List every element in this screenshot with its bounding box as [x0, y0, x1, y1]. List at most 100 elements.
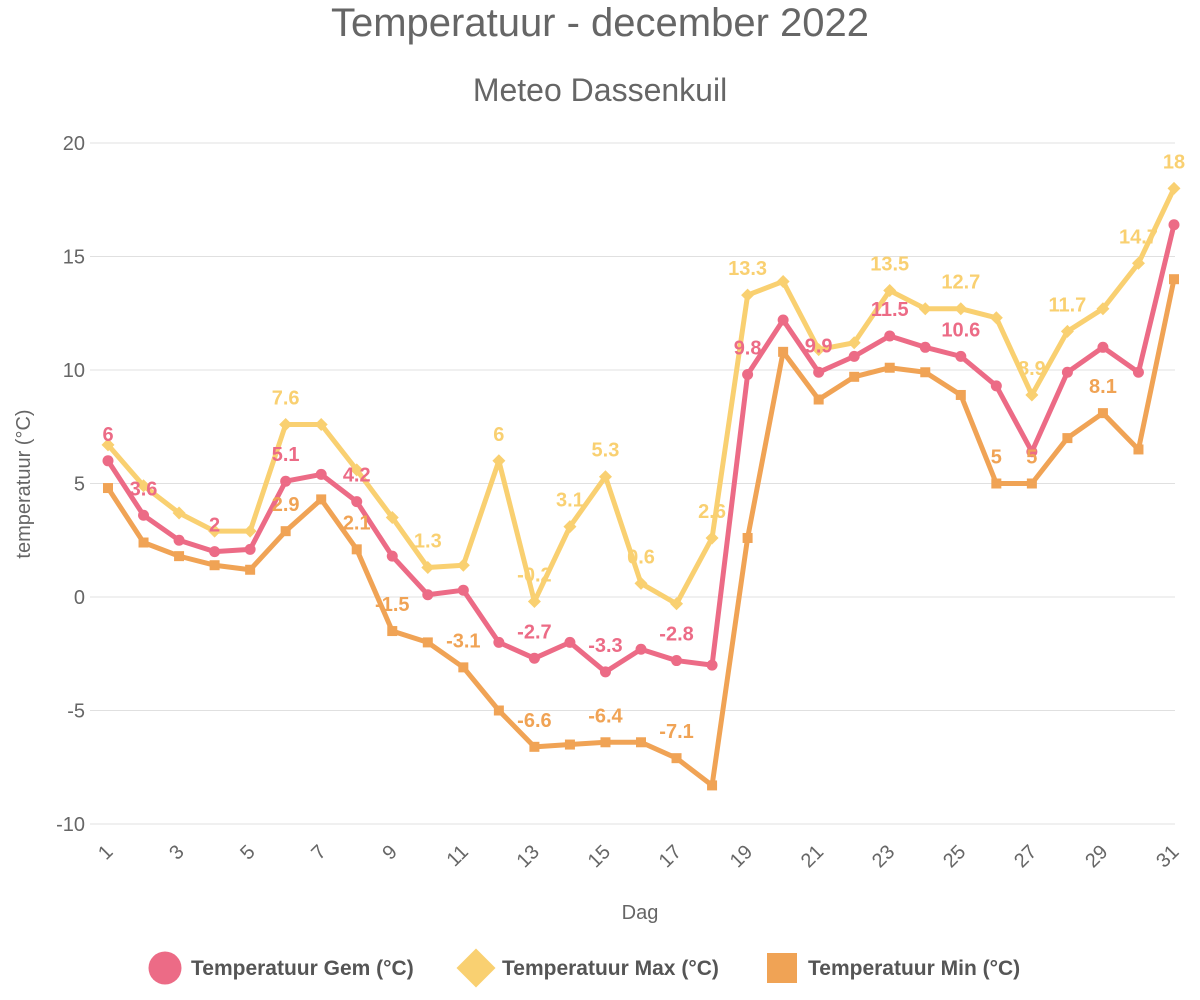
data-point[interactable]	[884, 362, 895, 373]
data-point[interactable]	[849, 371, 860, 382]
data-point[interactable]	[705, 531, 719, 545]
data-point[interactable]	[1060, 324, 1074, 338]
data-point[interactable]	[1025, 388, 1039, 402]
data-point[interactable]	[314, 417, 328, 431]
data-point[interactable]	[102, 455, 114, 467]
data-point[interactable]	[776, 274, 790, 288]
data-point[interactable]	[138, 509, 150, 521]
data-point[interactable]	[954, 302, 968, 316]
data-point[interactable]	[919, 341, 931, 353]
legend-item[interactable]: Temperatuur Gem (°C)	[148, 951, 414, 985]
data-point[interactable]	[848, 350, 860, 362]
data-point[interactable]	[456, 558, 470, 572]
data-point[interactable]	[955, 350, 967, 362]
data-point[interactable]	[351, 496, 363, 508]
data-point[interactable]	[137, 479, 151, 493]
data-point[interactable]	[778, 346, 789, 357]
data-point[interactable]	[280, 475, 292, 487]
data-point[interactable]	[598, 470, 612, 484]
data-point[interactable]	[707, 780, 718, 791]
data-point[interactable]	[920, 367, 931, 378]
data-point[interactable]	[458, 662, 469, 673]
legend[interactable]: Temperatuur Gem (°C) Temperatuur Max (°C)…	[148, 948, 1021, 988]
data-point[interactable]	[387, 626, 398, 637]
data-point[interactable]	[386, 550, 398, 562]
data-point[interactable]	[1132, 366, 1144, 378]
data-point[interactable]	[883, 284, 897, 298]
data-point[interactable]	[1096, 302, 1110, 316]
data-point[interactable]	[1167, 181, 1181, 195]
data-point[interactable]	[350, 463, 364, 477]
data-point[interactable]	[529, 741, 540, 752]
data-point[interactable]	[563, 520, 577, 534]
data-point[interactable]	[148, 951, 182, 985]
data-point[interactable]	[813, 394, 824, 405]
data-point[interactable]	[884, 330, 896, 342]
legend-item[interactable]: Temperatuur Min (°C)	[767, 953, 1020, 983]
data-point[interactable]	[634, 576, 648, 590]
data-point[interactable]	[527, 595, 541, 609]
data-point[interactable]	[245, 564, 256, 575]
data-point[interactable]	[208, 524, 222, 538]
data-point[interactable]	[492, 454, 506, 468]
data-point[interactable]	[742, 532, 753, 543]
data-point[interactable]	[777, 314, 789, 326]
data-point[interactable]	[493, 636, 505, 648]
data-point[interactable]	[316, 494, 327, 505]
data-point[interactable]	[315, 468, 327, 480]
data-point[interactable]	[1062, 433, 1073, 444]
data-point[interactable]	[101, 438, 115, 452]
data-point[interactable]	[385, 511, 399, 525]
data-point[interactable]	[351, 544, 362, 555]
data-point[interactable]	[1097, 341, 1109, 353]
data-point[interactable]	[990, 380, 1002, 392]
data-point[interactable]	[955, 389, 966, 400]
data-point[interactable]	[1168, 219, 1180, 231]
data-point[interactable]	[1026, 478, 1037, 489]
data-point[interactable]	[456, 948, 496, 988]
data-point[interactable]	[671, 655, 683, 667]
data-point[interactable]	[244, 543, 256, 555]
data-point[interactable]	[103, 483, 113, 494]
data-point[interactable]	[422, 589, 434, 601]
data-point[interactable]	[1169, 274, 1179, 285]
data-point[interactable]	[421, 560, 435, 574]
data-point[interactable]	[1131, 256, 1145, 270]
data-point[interactable]	[600, 737, 611, 748]
data-point[interactable]	[172, 506, 186, 520]
data-point[interactable]	[138, 537, 149, 548]
data-point[interactable]	[564, 636, 576, 648]
data-point[interactable]	[209, 546, 221, 558]
data-point[interactable]	[636, 737, 646, 748]
data-point[interactable]	[422, 637, 433, 648]
data-point[interactable]	[1026, 446, 1038, 458]
data-point[interactable]	[493, 705, 504, 716]
data-point[interactable]	[1061, 366, 1073, 378]
data-point[interactable]	[209, 560, 220, 571]
data-point[interactable]	[599, 666, 611, 678]
data-point[interactable]	[1097, 408, 1108, 419]
data-point[interactable]	[813, 366, 825, 378]
data-point[interactable]	[847, 336, 861, 350]
data-point[interactable]	[812, 343, 826, 357]
data-point[interactable]	[174, 551, 185, 562]
data-point[interactable]	[528, 652, 540, 664]
data-point[interactable]	[1133, 444, 1144, 455]
data-point[interactable]	[279, 417, 293, 431]
data-point[interactable]	[742, 369, 754, 381]
legend-item[interactable]: Temperatuur Max (°C)	[456, 948, 719, 988]
data-point[interactable]	[173, 534, 185, 546]
data-point[interactable]	[706, 659, 718, 671]
data-point[interactable]	[243, 524, 257, 538]
data-point[interactable]	[918, 302, 932, 316]
data-point[interactable]	[989, 311, 1003, 325]
data-point[interactable]	[767, 953, 797, 983]
data-point[interactable]	[635, 643, 647, 655]
data-point[interactable]	[280, 526, 291, 537]
data-point[interactable]	[457, 584, 469, 596]
data-point[interactable]	[671, 753, 682, 764]
data-point[interactable]	[670, 597, 684, 611]
data-point[interactable]	[564, 739, 575, 750]
data-point[interactable]	[741, 288, 755, 302]
data-point[interactable]	[991, 478, 1002, 489]
